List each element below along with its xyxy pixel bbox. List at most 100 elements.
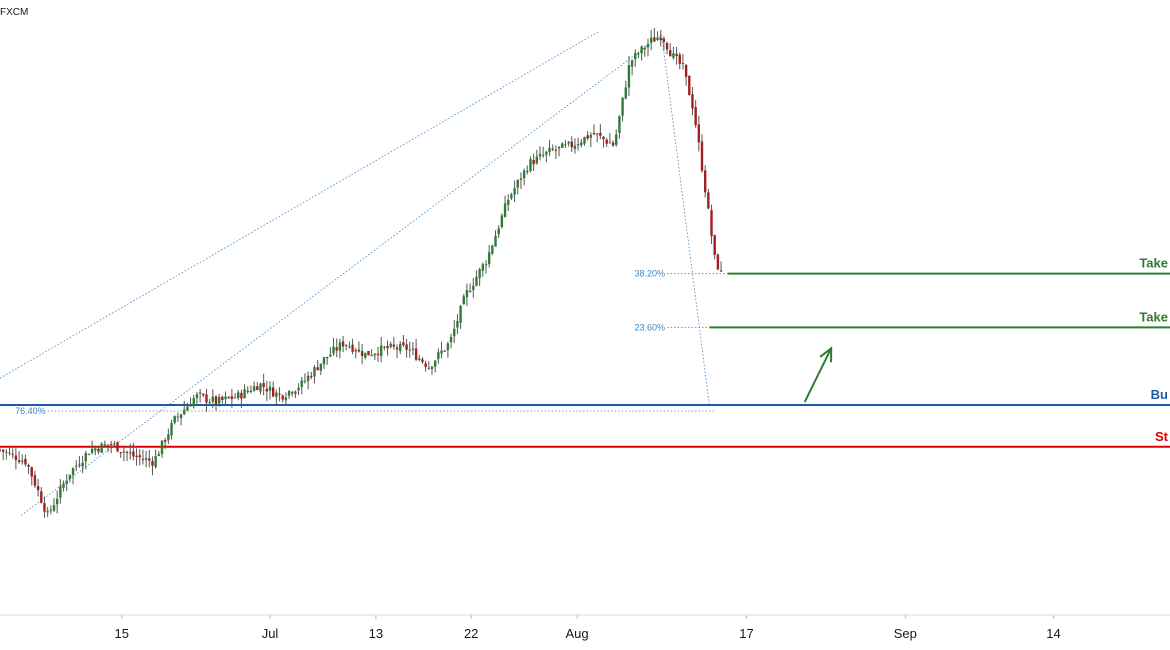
candle-body [271, 387, 275, 397]
candle-body [27, 464, 30, 467]
candle-body [618, 116, 621, 133]
candle-body [592, 133, 596, 135]
candle-body [297, 387, 300, 391]
candle-body [453, 328, 456, 337]
candle-body [30, 467, 33, 477]
candle-body [465, 290, 469, 298]
candle-body [519, 178, 523, 180]
candle-body [354, 350, 357, 352]
candle-body [55, 498, 59, 505]
candle-body [468, 291, 472, 293]
candle-body [545, 151, 548, 155]
candle-body [221, 396, 224, 400]
candle-body [170, 423, 173, 436]
candle-body [503, 203, 507, 217]
candle-body [205, 394, 208, 403]
candle-body [386, 346, 389, 349]
candle-body [306, 375, 310, 382]
candle-body [402, 342, 405, 346]
candle-body [456, 321, 459, 328]
candle-body [678, 54, 681, 64]
candle-body [595, 133, 599, 135]
candle-body [681, 63, 685, 65]
candle-body [599, 132, 602, 136]
candle-body [570, 141, 573, 148]
candle-body [75, 465, 78, 467]
candle-body [33, 475, 37, 486]
x-tick-label: 17 [739, 626, 753, 641]
candle-body [529, 159, 532, 172]
candle-body [580, 142, 583, 146]
fibonacci-layer: 38.20% 23.60% 76.40% [0, 31, 726, 516]
candle-body [370, 355, 373, 357]
candle-body [662, 38, 666, 43]
candle-body [710, 210, 713, 237]
candle-body [189, 405, 192, 407]
x-tick-label: Jul [262, 626, 279, 641]
candle-body [113, 443, 116, 445]
candle-body [554, 149, 558, 151]
candle-body [119, 452, 122, 454]
candle-body [106, 444, 110, 446]
candle-body [497, 228, 500, 235]
candle-body [65, 480, 68, 484]
candle-body [383, 346, 386, 348]
candle-body [135, 455, 138, 457]
candle-body [284, 397, 288, 401]
candle-body [392, 344, 396, 347]
candle-body [243, 389, 246, 399]
candle-body [138, 455, 141, 458]
candle-body [202, 393, 205, 396]
candle-body [313, 367, 316, 377]
candle-body [281, 395, 284, 400]
candle-body [0, 449, 2, 451]
candle-body [122, 451, 126, 453]
candle-body [345, 344, 348, 346]
candle-body [411, 348, 415, 350]
candle-body [186, 406, 189, 411]
buy-label: Bu [1151, 387, 1168, 402]
candle-body [608, 142, 612, 144]
candle-body [675, 53, 678, 56]
candle-body [487, 252, 491, 265]
candle-body [373, 353, 377, 356]
candle-body [367, 350, 370, 356]
candle-body [87, 454, 91, 456]
candle-body [627, 65, 631, 88]
candle-body [561, 143, 564, 148]
candle-body [513, 188, 516, 195]
candle-body [208, 402, 211, 404]
candle-body [141, 458, 145, 460]
candle-body [351, 344, 354, 352]
candle-body [405, 344, 408, 350]
candle-body [605, 139, 608, 144]
candle-body [94, 448, 97, 451]
trade-levels-layer: Take Take Bu St [0, 256, 1170, 448]
candle-body [541, 154, 545, 156]
candle-body [211, 396, 215, 402]
candle-body [24, 458, 27, 465]
candle-body [700, 141, 704, 171]
candle-body [421, 359, 424, 363]
candle-body [688, 75, 691, 96]
candle-body [418, 358, 421, 361]
candle-body [357, 349, 361, 352]
candle-body [160, 440, 164, 455]
candle-body [437, 352, 440, 360]
stop-label: St [1155, 429, 1169, 444]
x-tick-label: Aug [565, 626, 588, 641]
candle-body [246, 390, 249, 392]
candle-body [71, 468, 75, 475]
candle-body [399, 343, 402, 352]
candle-body [294, 391, 297, 395]
candle-body [125, 451, 129, 453]
fib-trend-line [661, 34, 710, 406]
candle-body [494, 235, 497, 247]
candle-body [672, 53, 675, 58]
candle-body [443, 350, 446, 352]
candle-body [14, 455, 18, 461]
candle-body [446, 343, 450, 351]
candle-body [348, 346, 351, 348]
candle-body [303, 380, 307, 382]
